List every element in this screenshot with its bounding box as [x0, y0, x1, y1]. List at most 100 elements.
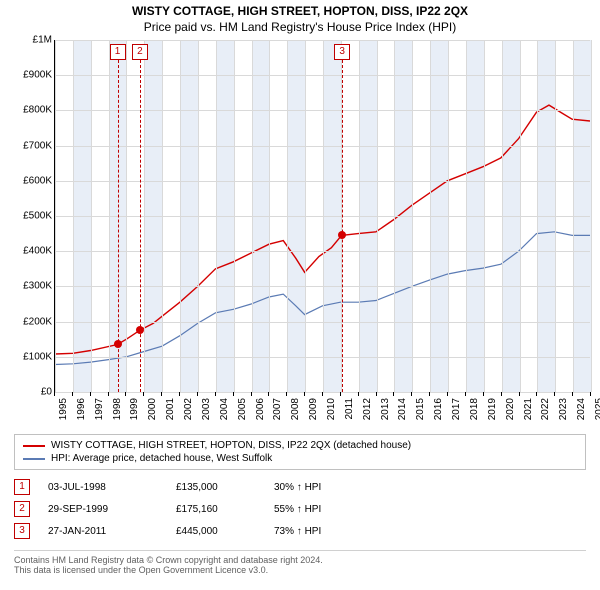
chart-container: WISTY COTTAGE, HIGH STREET, HOPTON, DISS…	[0, 0, 600, 590]
sale-marker	[136, 326, 144, 334]
title-block: WISTY COTTAGE, HIGH STREET, HOPTON, DISS…	[4, 4, 596, 34]
grid-line-v	[430, 40, 431, 392]
grid-line-v	[180, 40, 181, 392]
event-vs-hpi: 55% ↑ HPI	[274, 504, 321, 515]
grid-line-v	[91, 40, 92, 392]
grid-line-v	[73, 40, 74, 392]
grid-line-v	[359, 40, 360, 392]
grid-line-v	[520, 40, 521, 392]
grid-line-v	[537, 40, 538, 392]
x-tick-mark	[233, 392, 234, 396]
x-tick-label: 2022	[540, 398, 551, 420]
x-tick-label: 2000	[147, 398, 158, 420]
x-tick-mark	[429, 392, 430, 396]
legend-swatch	[23, 458, 45, 460]
event-line	[140, 60, 141, 392]
x-tick-mark	[161, 392, 162, 396]
event-price: £445,000	[176, 526, 256, 537]
x-tick-label: 2003	[201, 398, 212, 420]
x-tick-label: 2012	[362, 398, 373, 420]
grid-line-v	[269, 40, 270, 392]
y-tick-label: £700K	[23, 140, 52, 151]
x-tick-mark	[501, 392, 502, 396]
grid-line-v	[198, 40, 199, 392]
grid-line-v	[162, 40, 163, 392]
x-tick-label: 2007	[272, 398, 283, 420]
x-tick-mark	[411, 392, 412, 396]
grid-line-v	[502, 40, 503, 392]
x-tick-mark	[125, 392, 126, 396]
grid-line-v	[573, 40, 574, 392]
x-tick-label: 2010	[326, 398, 337, 420]
x-tick-label: 2009	[308, 398, 319, 420]
x-tick-mark	[358, 392, 359, 396]
x-axis: 1995199619971998199920002001200220032004…	[54, 392, 590, 430]
x-tick-mark	[286, 392, 287, 396]
y-axis: £0£100K£200K£300K£400K£500K£600K£700K£80…	[4, 40, 54, 392]
y-tick-label: £100K	[23, 351, 52, 362]
grid-line-v	[287, 40, 288, 392]
x-tick-mark	[54, 392, 55, 396]
x-tick-label: 2018	[469, 398, 480, 420]
legend-label: HPI: Average price, detached house, West…	[51, 453, 272, 464]
x-tick-label: 2017	[451, 398, 462, 420]
x-tick-mark	[465, 392, 466, 396]
legend: WISTY COTTAGE, HIGH STREET, HOPTON, DISS…	[14, 434, 586, 470]
y-tick-label: £600K	[23, 175, 52, 186]
x-tick-label: 2024	[576, 398, 587, 420]
sale-marker	[114, 340, 122, 348]
x-tick-mark	[519, 392, 520, 396]
x-tick-label: 2021	[523, 398, 534, 420]
x-tick-mark	[251, 392, 252, 396]
y-tick-label: £400K	[23, 246, 52, 257]
event-row: 229-SEP-1999£175,16055% ↑ HPI	[14, 498, 586, 520]
footer-line1: Contains HM Land Registry data © Crown c…	[14, 555, 586, 565]
event-date: 03-JUL-1998	[48, 482, 158, 493]
x-tick-mark	[376, 392, 377, 396]
y-tick-label: £300K	[23, 281, 52, 292]
event-id-box: 3	[14, 523, 30, 539]
x-tick-mark	[304, 392, 305, 396]
x-tick-label: 1998	[112, 398, 123, 420]
y-tick-label: £900K	[23, 70, 52, 81]
x-tick-mark	[590, 392, 591, 396]
event-price: £175,160	[176, 504, 256, 515]
grid-line-v	[394, 40, 395, 392]
y-tick-label: £200K	[23, 316, 52, 327]
grid-line-v	[555, 40, 556, 392]
event-vs-hpi: 73% ↑ HPI	[274, 526, 321, 537]
legend-swatch	[23, 445, 45, 447]
grid-line-v	[216, 40, 217, 392]
grid-line-v	[252, 40, 253, 392]
x-tick-mark	[322, 392, 323, 396]
y-tick-label: £0	[41, 387, 52, 398]
x-tick-mark	[536, 392, 537, 396]
event-date: 27-JAN-2011	[48, 526, 158, 537]
x-tick-label: 2005	[237, 398, 248, 420]
x-tick-mark	[554, 392, 555, 396]
x-tick-label: 1997	[94, 398, 105, 420]
y-tick-label: £500K	[23, 211, 52, 222]
grid-line-v	[323, 40, 324, 392]
x-tick-mark	[268, 392, 269, 396]
x-tick-label: 2004	[219, 398, 230, 420]
event-vs-hpi: 30% ↑ HPI	[274, 482, 321, 493]
grid-line-v	[484, 40, 485, 392]
x-tick-mark	[572, 392, 573, 396]
sale-marker	[338, 231, 346, 239]
x-tick-mark	[90, 392, 91, 396]
x-tick-label: 2019	[487, 398, 498, 420]
grid-line-v	[109, 40, 110, 392]
grid-line-v	[466, 40, 467, 392]
y-tick-label: £1M	[33, 35, 52, 46]
legend-row: HPI: Average price, detached house, West…	[23, 452, 577, 465]
event-marker-box: 2	[132, 44, 148, 60]
x-tick-label: 2008	[290, 398, 301, 420]
x-tick-mark	[447, 392, 448, 396]
legend-row: WISTY COTTAGE, HIGH STREET, HOPTON, DISS…	[23, 439, 577, 452]
x-tick-label: 2016	[433, 398, 444, 420]
x-tick-label: 2013	[380, 398, 391, 420]
grid-line-v	[144, 40, 145, 392]
chart-subtitle: Price paid vs. HM Land Registry's House …	[4, 20, 596, 34]
event-id-box: 1	[14, 479, 30, 495]
